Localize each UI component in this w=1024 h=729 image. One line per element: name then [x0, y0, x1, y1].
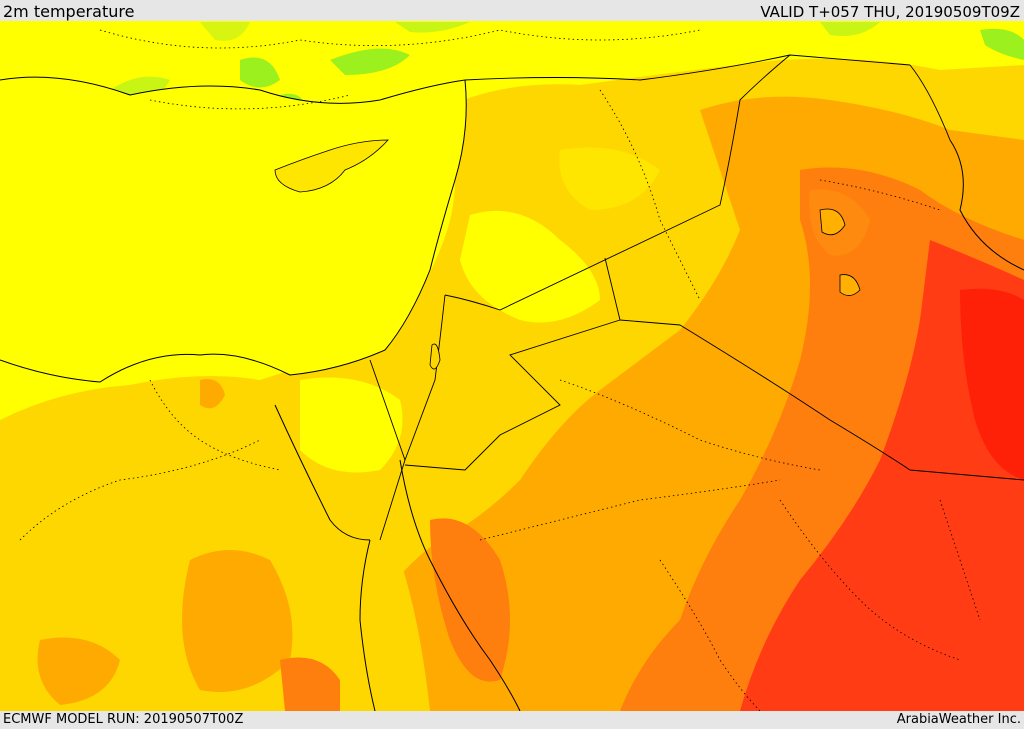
coastline	[274, 404, 371, 541]
temp-band-red	[740, 240, 1024, 711]
temp-band-green	[330, 48, 410, 75]
temp-band-green	[200, 22, 250, 41]
coastline	[949, 139, 1024, 271]
dead-sea	[429, 343, 441, 370]
province-boundary	[819, 179, 941, 211]
credit-label: ArabiaWeather Inc.	[896, 712, 1021, 727]
temp-band-orange	[182, 550, 293, 692]
border-line	[444, 54, 791, 311]
temp-band-green	[820, 22, 880, 37]
temp-band-green	[980, 28, 1024, 60]
temperature-map[interactable]	[0, 21, 1024, 711]
valid-time: VALID T+057 THU, 20190509T09Z	[760, 3, 1020, 21]
temp-band-dark-orange	[280, 657, 340, 711]
lake-habbaniyah	[839, 274, 861, 296]
footer-bar: ECMWF MODEL RUN: 20190507T00Z ArabiaWeat…	[0, 711, 1024, 729]
coastline	[399, 459, 521, 711]
province-boundary	[939, 499, 981, 621]
temp-band-yellow	[559, 147, 660, 210]
temp-band-green	[240, 57, 280, 88]
border-line	[909, 64, 951, 141]
border-line	[464, 54, 911, 81]
map-title: 2m temperature	[3, 2, 135, 21]
cyprus-island	[274, 139, 389, 193]
coastline	[0, 79, 467, 383]
temp-band-yellow	[300, 377, 403, 473]
temp-band-orange	[200, 379, 225, 409]
coastline	[359, 539, 376, 711]
province-boundary	[149, 94, 351, 110]
temp-band-dark-orange	[430, 518, 510, 682]
header-bar: 2m temperature VALID T+057 THU, 20190509…	[0, 0, 1024, 21]
temp-band-green	[395, 22, 470, 33]
province-boundary	[99, 29, 701, 49]
lake-tharthar	[819, 208, 846, 236]
border-line	[619, 319, 1024, 481]
province-boundary	[19, 439, 261, 541]
province-boundary	[659, 559, 761, 711]
coastline	[0, 76, 466, 104]
temp-band-orange	[37, 637, 120, 705]
temp-band-yellow	[460, 210, 600, 323]
model-run-label: ECMWF MODEL RUN: 20190507T00Z	[3, 712, 244, 727]
border-line	[404, 294, 446, 461]
temp-band-red	[960, 288, 1024, 480]
red-sea	[330, 540, 430, 711]
